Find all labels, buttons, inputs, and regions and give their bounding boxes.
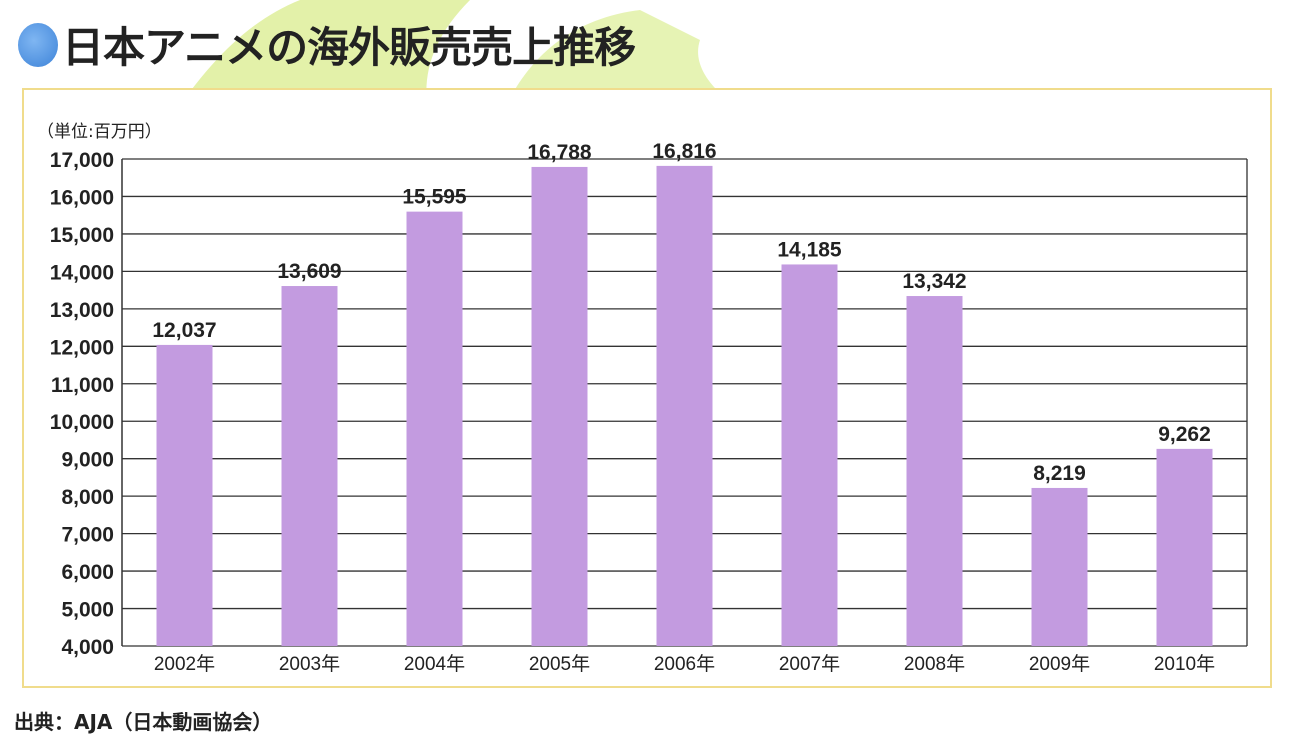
bar-2002年 [156,344,213,646]
x-tick-label: 2004年 [404,653,465,675]
y-tick-label: 11,000 [51,374,114,397]
y-tick-label: 13,000 [50,299,114,322]
y-tick-label: 5,000 [61,599,114,622]
data-label: 12,037 [152,319,216,342]
bar-2010年 [1156,448,1213,646]
chart-title: 日本アニメの海外販売売上推移 [18,14,636,75]
data-label: 9,262 [1158,423,1211,446]
source-note: 出典：AJA（日本動画協会） [14,710,273,734]
x-tick-label: 2006年 [654,653,715,675]
data-label: 15,595 [402,186,467,209]
x-tick-label: 2008年 [904,653,965,675]
bar-2007年 [781,264,838,646]
y-tick-label: 10,000 [50,411,114,434]
bar-2009年 [1031,487,1088,646]
x-tick-label: 2003年 [279,653,340,675]
title-bullet-icon [18,22,58,67]
data-label: 16,816 [652,140,716,163]
y-tick-label: 17,000 [50,149,114,172]
y-tick-label: 7,000 [61,524,114,547]
x-tick-label: 2007年 [779,653,840,675]
chart-title-text: 日本アニメの海外販売売上推移 [62,23,636,72]
data-label: 13,342 [902,270,966,293]
y-tick-label: 15,000 [50,224,114,247]
y-tick-label: 16,000 [50,186,114,209]
x-tick-label: 2005年 [529,653,590,675]
unit-label: （単位:百万円） [37,122,162,142]
x-tick-label: 2002年 [154,653,215,675]
data-label: 14,185 [777,238,842,261]
x-tick-label: 2010年 [1154,653,1215,675]
y-tick-label: 4,000 [61,636,114,659]
data-label: 16,788 [527,141,592,164]
y-tick-label: 6,000 [61,561,114,584]
bar-2005年 [531,166,588,647]
y-tick-label: 9,000 [61,449,114,472]
bar-2008年 [906,296,963,646]
bar-2006年 [656,165,713,646]
data-label: 13,609 [277,260,341,283]
y-tick-label: 12,000 [50,336,114,359]
y-tick-label: 8,000 [61,486,114,509]
y-tick-label: 14,000 [50,261,114,284]
bar-2003年 [281,286,338,646]
bar-2004年 [406,211,463,646]
x-tick-label: 2009年 [1029,653,1090,675]
data-label: 8,219 [1033,462,1086,485]
